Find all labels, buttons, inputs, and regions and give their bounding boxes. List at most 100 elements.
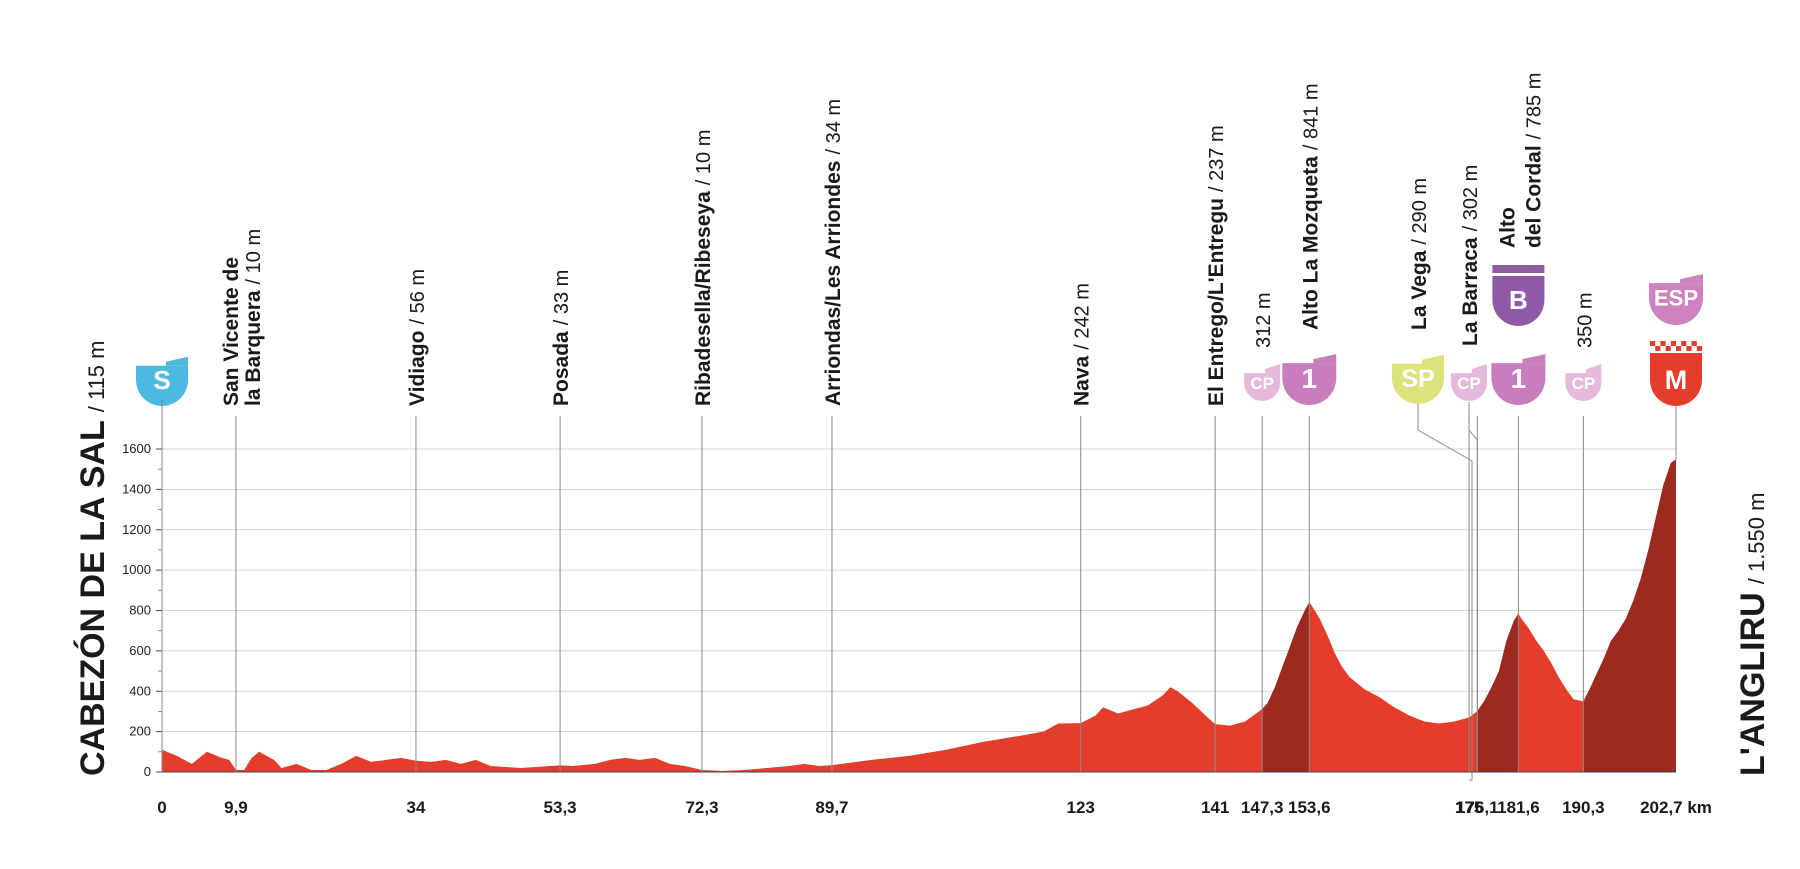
cp-badge-shape xyxy=(1244,373,1281,401)
waypoint-label-line1: Alto xyxy=(1496,207,1519,248)
km-label: 72,3 xyxy=(685,798,718,817)
finish-town-altitude: / 1.550 m xyxy=(1744,493,1769,585)
finish-checker-cell xyxy=(1670,341,1676,346)
start-badge-label: S xyxy=(153,365,170,395)
waypoint-label-line2: la Barquera / 10 m xyxy=(242,229,265,406)
cp-badge-shape xyxy=(1565,373,1602,401)
elevation-profile-area xyxy=(162,459,1676,772)
km-label: 175 xyxy=(1455,798,1483,817)
km-label: 53,3 xyxy=(544,798,577,817)
cp-badge-tab xyxy=(1264,364,1281,374)
finish-checker-cell xyxy=(1691,341,1697,346)
finish-checker xyxy=(1650,341,1702,351)
waypoint-altitude: / 242 m xyxy=(1072,283,1094,350)
y-tick-label: 0 xyxy=(144,764,151,779)
y-tick-label: 1000 xyxy=(122,562,151,577)
category-1-badge-tab xyxy=(1313,354,1337,364)
cp-badge-tab xyxy=(1471,364,1487,374)
waypoint-name: La Vega xyxy=(1408,250,1431,330)
category-1-badge-shape xyxy=(1491,363,1546,405)
esp-badge-tab xyxy=(1680,274,1703,284)
bonus-badge-shape xyxy=(1492,276,1545,326)
waypoint-altitude: / 237 m xyxy=(1206,125,1228,192)
km-label: 123 xyxy=(1067,798,1095,817)
sprint-badge-label: SP xyxy=(1401,365,1434,393)
cp-badge-tab xyxy=(1586,364,1602,374)
km-label: 141 xyxy=(1201,798,1229,817)
climb-segment-area xyxy=(1477,613,1519,772)
finish-town-name: L'ANGLIRU xyxy=(1734,592,1772,776)
waypoint-name: Alto La Mozqueta xyxy=(1299,156,1322,330)
finish-town-label: L'ANGLIRU / 1.550 m xyxy=(1734,493,1772,776)
sprint-badge: SP xyxy=(1392,354,1444,404)
y-tick-label: 1600 xyxy=(122,441,151,456)
cp-badge-label: CP xyxy=(1250,374,1274,393)
waypoint-name: Alto xyxy=(1496,207,1519,248)
finish-badge-shape xyxy=(1650,353,1702,406)
sprint-badge-tab xyxy=(1421,354,1444,364)
waypoint-label: La Barraca / 302 m xyxy=(1459,165,1482,346)
waypoint-name: San Vicente de xyxy=(220,257,243,406)
waypoint-label: Nava / 242 m xyxy=(1071,283,1094,406)
start-town-name: CABEZÓN DE LA SAL xyxy=(74,420,112,776)
km-label: 181,6 xyxy=(1497,798,1540,817)
y-tick-label: 800 xyxy=(129,603,151,618)
waypoint-altitude: / 10 m xyxy=(243,229,265,285)
start-town-label: CABEZÓN DE LA SAL / 115 m xyxy=(74,341,112,777)
waypoint-name: Ribadesella/Ribeseya xyxy=(692,191,715,406)
esp-badge-label: ESP xyxy=(1654,286,1698,311)
sprint-badge-shape xyxy=(1392,363,1444,404)
waypoint-name: la Barquera xyxy=(242,290,265,406)
waypoint-name: Posada xyxy=(550,331,573,406)
cp-badge: CP xyxy=(1244,364,1281,401)
waypoint-label: Vidiago / 56 m xyxy=(406,269,429,406)
bonus-badge: B xyxy=(1492,265,1545,326)
category-1-badge-shape xyxy=(1282,363,1337,405)
waypoint-altitude: / 290 m xyxy=(1409,178,1431,245)
category-1-badge-label: 1 xyxy=(1511,363,1527,394)
waypoint-altitude: 312 m xyxy=(1253,292,1275,348)
km-label: 89,7 xyxy=(815,798,848,817)
waypoint-name: Arriondas/Les Arriondes xyxy=(822,161,845,406)
category-1-badge-tab xyxy=(1522,354,1546,364)
finish-checker-cell xyxy=(1686,346,1692,351)
waypoint-label: La Vega / 290 m xyxy=(1408,178,1431,330)
category-1-badge: 1 xyxy=(1282,354,1337,405)
finish-checker-cell xyxy=(1655,346,1661,351)
waypoint-label: 312 m xyxy=(1253,292,1275,348)
waypoint-altitude: / 841 m xyxy=(1300,83,1322,150)
waypoint-label: Ribadesella/Ribeseya / 10 m xyxy=(692,130,715,406)
cp-leader-line xyxy=(1468,402,1478,772)
km-label: 176,1 xyxy=(1456,798,1499,817)
climb-segment-area xyxy=(1262,602,1310,772)
climb-segment-area xyxy=(1583,459,1676,772)
waypoint-label: Arriondas/Les Arriondes / 34 m xyxy=(822,99,845,406)
y-tick-label: 1200 xyxy=(122,522,151,537)
y-tick-label: 200 xyxy=(129,724,151,739)
waypoint-label-line1: San Vicente de xyxy=(220,257,243,406)
finish-checker-cell xyxy=(1665,346,1671,351)
waypoint-altitude: / 34 m xyxy=(823,99,845,155)
waypoint-label-line2: del Cordal / 785 m xyxy=(1522,73,1545,248)
finish-badge: M xyxy=(1650,353,1702,406)
cp-badge: CP xyxy=(1451,364,1487,401)
cp-badge-shape xyxy=(1451,373,1487,401)
waypoint-name: El Entrego/L'Entregu xyxy=(1205,198,1228,406)
bonus-badge-label: B xyxy=(1509,285,1528,315)
finish-checker-cell xyxy=(1660,341,1666,346)
sprint-leader-line xyxy=(1417,404,1473,781)
waypoint-label: 350 m xyxy=(1574,292,1596,348)
category-1-badge: 1 xyxy=(1491,354,1546,405)
finish-badge-label: M xyxy=(1665,365,1688,395)
waypoint-label: Alto La Mozqueta / 841 m xyxy=(1299,83,1322,330)
km-label: 9,9 xyxy=(224,798,248,817)
waypoint-label: El Entrego/L'Entregu / 237 m xyxy=(1205,125,1228,406)
cp-badge-label: CP xyxy=(1572,374,1596,393)
km-label: 34 xyxy=(406,798,425,817)
y-tick-label: 400 xyxy=(129,683,151,698)
start-badge: S xyxy=(136,356,188,406)
y-tick-label: 1400 xyxy=(122,481,151,496)
waypoint-altitude: / 785 m xyxy=(1523,73,1545,140)
